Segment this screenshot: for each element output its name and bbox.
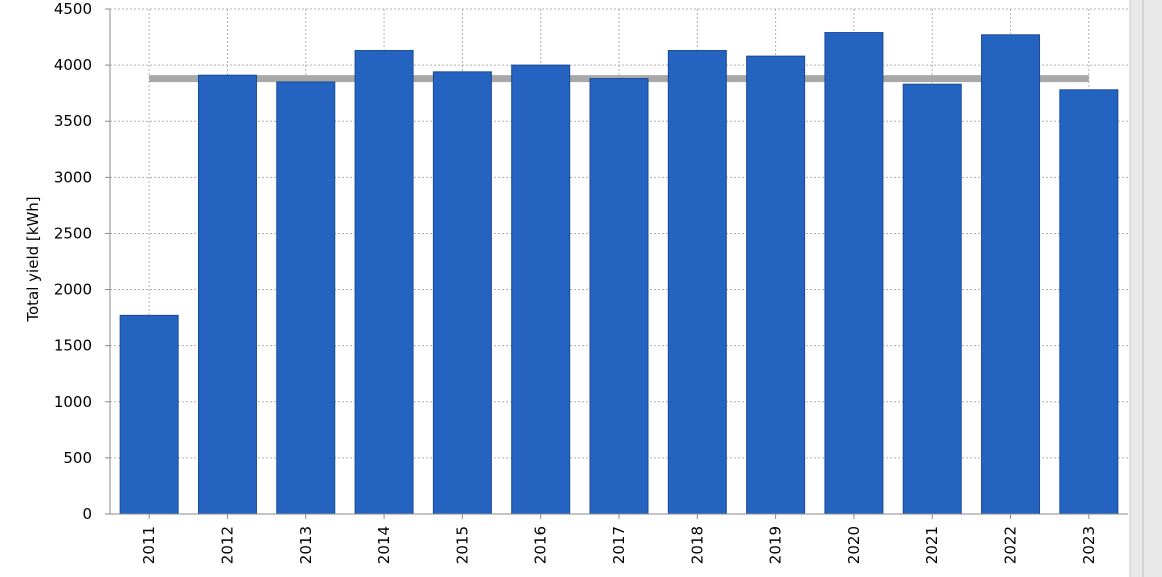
y-tick-label: 0 bbox=[82, 505, 92, 523]
bar-2020 bbox=[824, 32, 884, 515]
bar-2022 bbox=[981, 34, 1041, 515]
y-tick-labels: 0 500 1000 1500 2000 2500 3000 3500 4000 4500 bbox=[54, 0, 92, 523]
x-tick-label: 2013 bbox=[297, 526, 315, 564]
x-tick-label: 2020 bbox=[845, 526, 863, 564]
y-tick-label: 4500 bbox=[54, 0, 92, 18]
x-tick-label: 2022 bbox=[1002, 526, 1020, 564]
y-tick-label: 2500 bbox=[54, 224, 92, 242]
bar-2011 bbox=[119, 314, 179, 515]
bar-2015 bbox=[432, 71, 492, 515]
axes bbox=[105, 8, 1128, 519]
x-tick-label: 2023 bbox=[1080, 526, 1098, 564]
bar-2018 bbox=[667, 50, 727, 515]
bar-2013 bbox=[276, 81, 336, 515]
bars bbox=[119, 32, 1119, 515]
y-tick-label: 3500 bbox=[54, 112, 92, 130]
bar-2017 bbox=[589, 78, 649, 515]
y-axis-label: Total yield [kWh] bbox=[24, 196, 42, 322]
y-tick-label: 1000 bbox=[54, 393, 92, 411]
y-tick-label: 2000 bbox=[54, 281, 92, 299]
bar-2016 bbox=[511, 64, 571, 515]
right-frame bbox=[1130, 0, 1162, 577]
bar-2021 bbox=[902, 83, 962, 515]
y-tick-label: 4000 bbox=[54, 56, 92, 74]
x-tick-labels: 2011 2012 2013 2014 2015 2016 2017 2018 2019 2020… bbox=[140, 526, 1098, 564]
y-tick-label: 1500 bbox=[54, 337, 92, 355]
x-tick-label: 2016 bbox=[532, 526, 550, 564]
bar-2023 bbox=[1059, 89, 1119, 515]
x-tick-label: 2021 bbox=[923, 526, 941, 564]
x-tick-label: 2014 bbox=[375, 526, 393, 564]
bar-2019 bbox=[746, 55, 806, 515]
x-tick-label: 2011 bbox=[140, 526, 158, 564]
x-tick-label: 2019 bbox=[767, 526, 785, 564]
bar-2014 bbox=[354, 50, 414, 515]
x-tick-label: 2017 bbox=[610, 526, 628, 564]
x-tick-label: 2018 bbox=[688, 526, 706, 564]
bar-2012 bbox=[197, 74, 257, 515]
x-tick-label: 2015 bbox=[453, 526, 471, 564]
y-tick-label: 500 bbox=[63, 449, 92, 467]
y-tick-label: 3000 bbox=[54, 168, 92, 186]
x-tick-label: 2012 bbox=[218, 526, 236, 564]
